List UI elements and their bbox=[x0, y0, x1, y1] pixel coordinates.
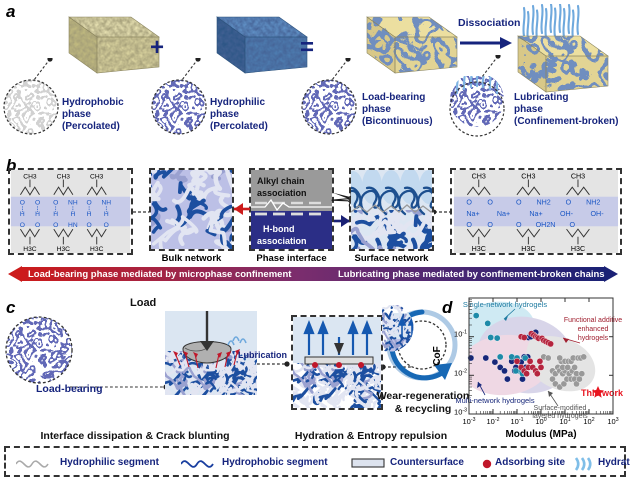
svg-text:hydrogels: hydrogels bbox=[578, 335, 609, 342]
svg-text:OH2N: OH2N bbox=[536, 221, 556, 229]
svg-text:OH-: OH- bbox=[560, 210, 574, 218]
svg-text:103: 103 bbox=[607, 417, 618, 426]
svg-text:CoF: CoF bbox=[432, 346, 443, 365]
svg-text:O: O bbox=[87, 222, 92, 229]
svg-text:O: O bbox=[466, 221, 472, 229]
svg-text:CH3: CH3 bbox=[571, 173, 585, 181]
svg-text:O: O bbox=[104, 222, 109, 229]
svg-text:Multi-network hydrogels: Multi-network hydrogels bbox=[455, 396, 534, 405]
svg-text:Functional additive: Functional additive bbox=[564, 317, 622, 324]
svg-text:O: O bbox=[487, 221, 493, 229]
svg-text:OH-: OH- bbox=[591, 210, 605, 218]
svg-text:H3C: H3C bbox=[90, 246, 104, 253]
svg-text:100: 100 bbox=[535, 417, 546, 426]
svg-text:O: O bbox=[569, 221, 575, 229]
svg-text:O: O bbox=[53, 222, 58, 229]
svg-text:CH3: CH3 bbox=[521, 173, 535, 181]
svg-text:102: 102 bbox=[583, 417, 594, 426]
svg-text:NH: NH bbox=[101, 199, 111, 206]
svg-text:Alkyl chain: Alkyl chain bbox=[257, 176, 305, 186]
svg-text:10-3: 10-3 bbox=[463, 417, 476, 426]
svg-text:CH3: CH3 bbox=[23, 174, 37, 181]
svg-text:10-1: 10-1 bbox=[454, 330, 467, 339]
svg-text:10-2: 10-2 bbox=[454, 369, 467, 378]
svg-text:association: association bbox=[257, 188, 307, 198]
svg-text:O: O bbox=[20, 222, 25, 229]
svg-text:101: 101 bbox=[559, 417, 570, 426]
svg-text:H3C: H3C bbox=[472, 245, 486, 253]
svg-text:O: O bbox=[516, 221, 522, 229]
svg-text:O: O bbox=[487, 198, 493, 206]
svg-text:CH3: CH3 bbox=[90, 174, 104, 181]
svg-text:This work: This work bbox=[581, 388, 624, 398]
svg-text:CH3: CH3 bbox=[57, 174, 71, 181]
svg-text:Na+: Na+ bbox=[466, 210, 479, 218]
svg-text:HN: HN bbox=[68, 222, 78, 229]
svg-text:H3C: H3C bbox=[23, 246, 37, 253]
svg-text:O: O bbox=[566, 198, 572, 206]
svg-text:NH: NH bbox=[68, 199, 78, 206]
svg-text:10-3: 10-3 bbox=[454, 408, 467, 417]
svg-text:H3C: H3C bbox=[571, 245, 585, 253]
svg-text:Lubricating phase mediated by: Lubricating phase mediated by confinemen… bbox=[338, 269, 605, 280]
svg-text:O: O bbox=[466, 198, 472, 206]
svg-text:10-2: 10-2 bbox=[487, 417, 500, 426]
svg-text:CH3: CH3 bbox=[472, 173, 486, 181]
svg-text:O: O bbox=[53, 199, 58, 206]
svg-text:Modulus (MPa): Modulus (MPa) bbox=[505, 429, 576, 440]
svg-text:H3C: H3C bbox=[521, 245, 535, 253]
svg-text:H3C: H3C bbox=[57, 246, 71, 253]
svg-text:Na+: Na+ bbox=[529, 210, 542, 218]
svg-text:NH2: NH2 bbox=[586, 198, 600, 206]
svg-text:association: association bbox=[257, 236, 307, 246]
svg-text:O: O bbox=[35, 199, 40, 206]
svg-text:enhanced: enhanced bbox=[578, 326, 609, 333]
svg-text:Single-network hydrogels: Single-network hydrogels bbox=[463, 300, 547, 309]
svg-text:10-1: 10-1 bbox=[511, 417, 524, 426]
svg-text:O: O bbox=[87, 199, 92, 206]
svg-text:Load-bearing phase mediated by: Load-bearing phase mediated by microphas… bbox=[28, 269, 292, 280]
svg-text:Na+: Na+ bbox=[497, 210, 510, 218]
svg-text:NH2: NH2 bbox=[536, 198, 550, 206]
svg-text:O: O bbox=[516, 198, 522, 206]
svg-text:O: O bbox=[20, 199, 25, 206]
svg-text:H-bond: H-bond bbox=[263, 224, 295, 234]
svg-text:O: O bbox=[35, 222, 40, 229]
